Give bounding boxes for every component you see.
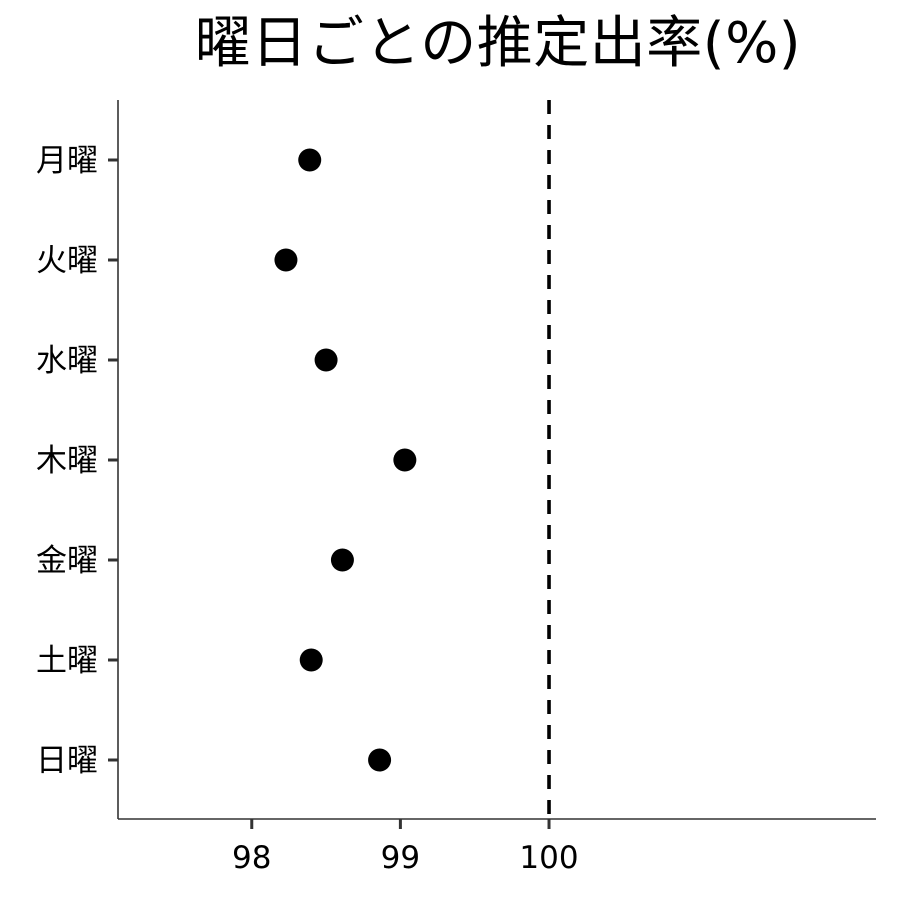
x-tick-label: 99 [381,840,420,876]
y-tick-label: 火曜 [36,243,98,279]
y-tick-label: 月曜 [36,143,98,179]
x-tick-label: 98 [232,840,271,876]
data-point [314,348,338,372]
data-point [298,148,322,172]
y-tick-label: 木曜 [36,443,98,479]
points-layer [274,148,417,772]
y-tick-label: 日曜 [36,743,98,779]
y-tick-label: 土曜 [36,643,98,679]
data-point [393,448,417,472]
data-point [274,248,298,272]
x-tick-label: 100 [519,840,578,876]
chart-title: 曜日ごとの推定出率(%) [194,11,802,76]
data-point [368,748,392,772]
data-point [299,648,323,672]
data-point [330,548,354,572]
y-tick-label: 水曜 [36,343,98,379]
y-tick-label: 金曜 [36,543,98,579]
